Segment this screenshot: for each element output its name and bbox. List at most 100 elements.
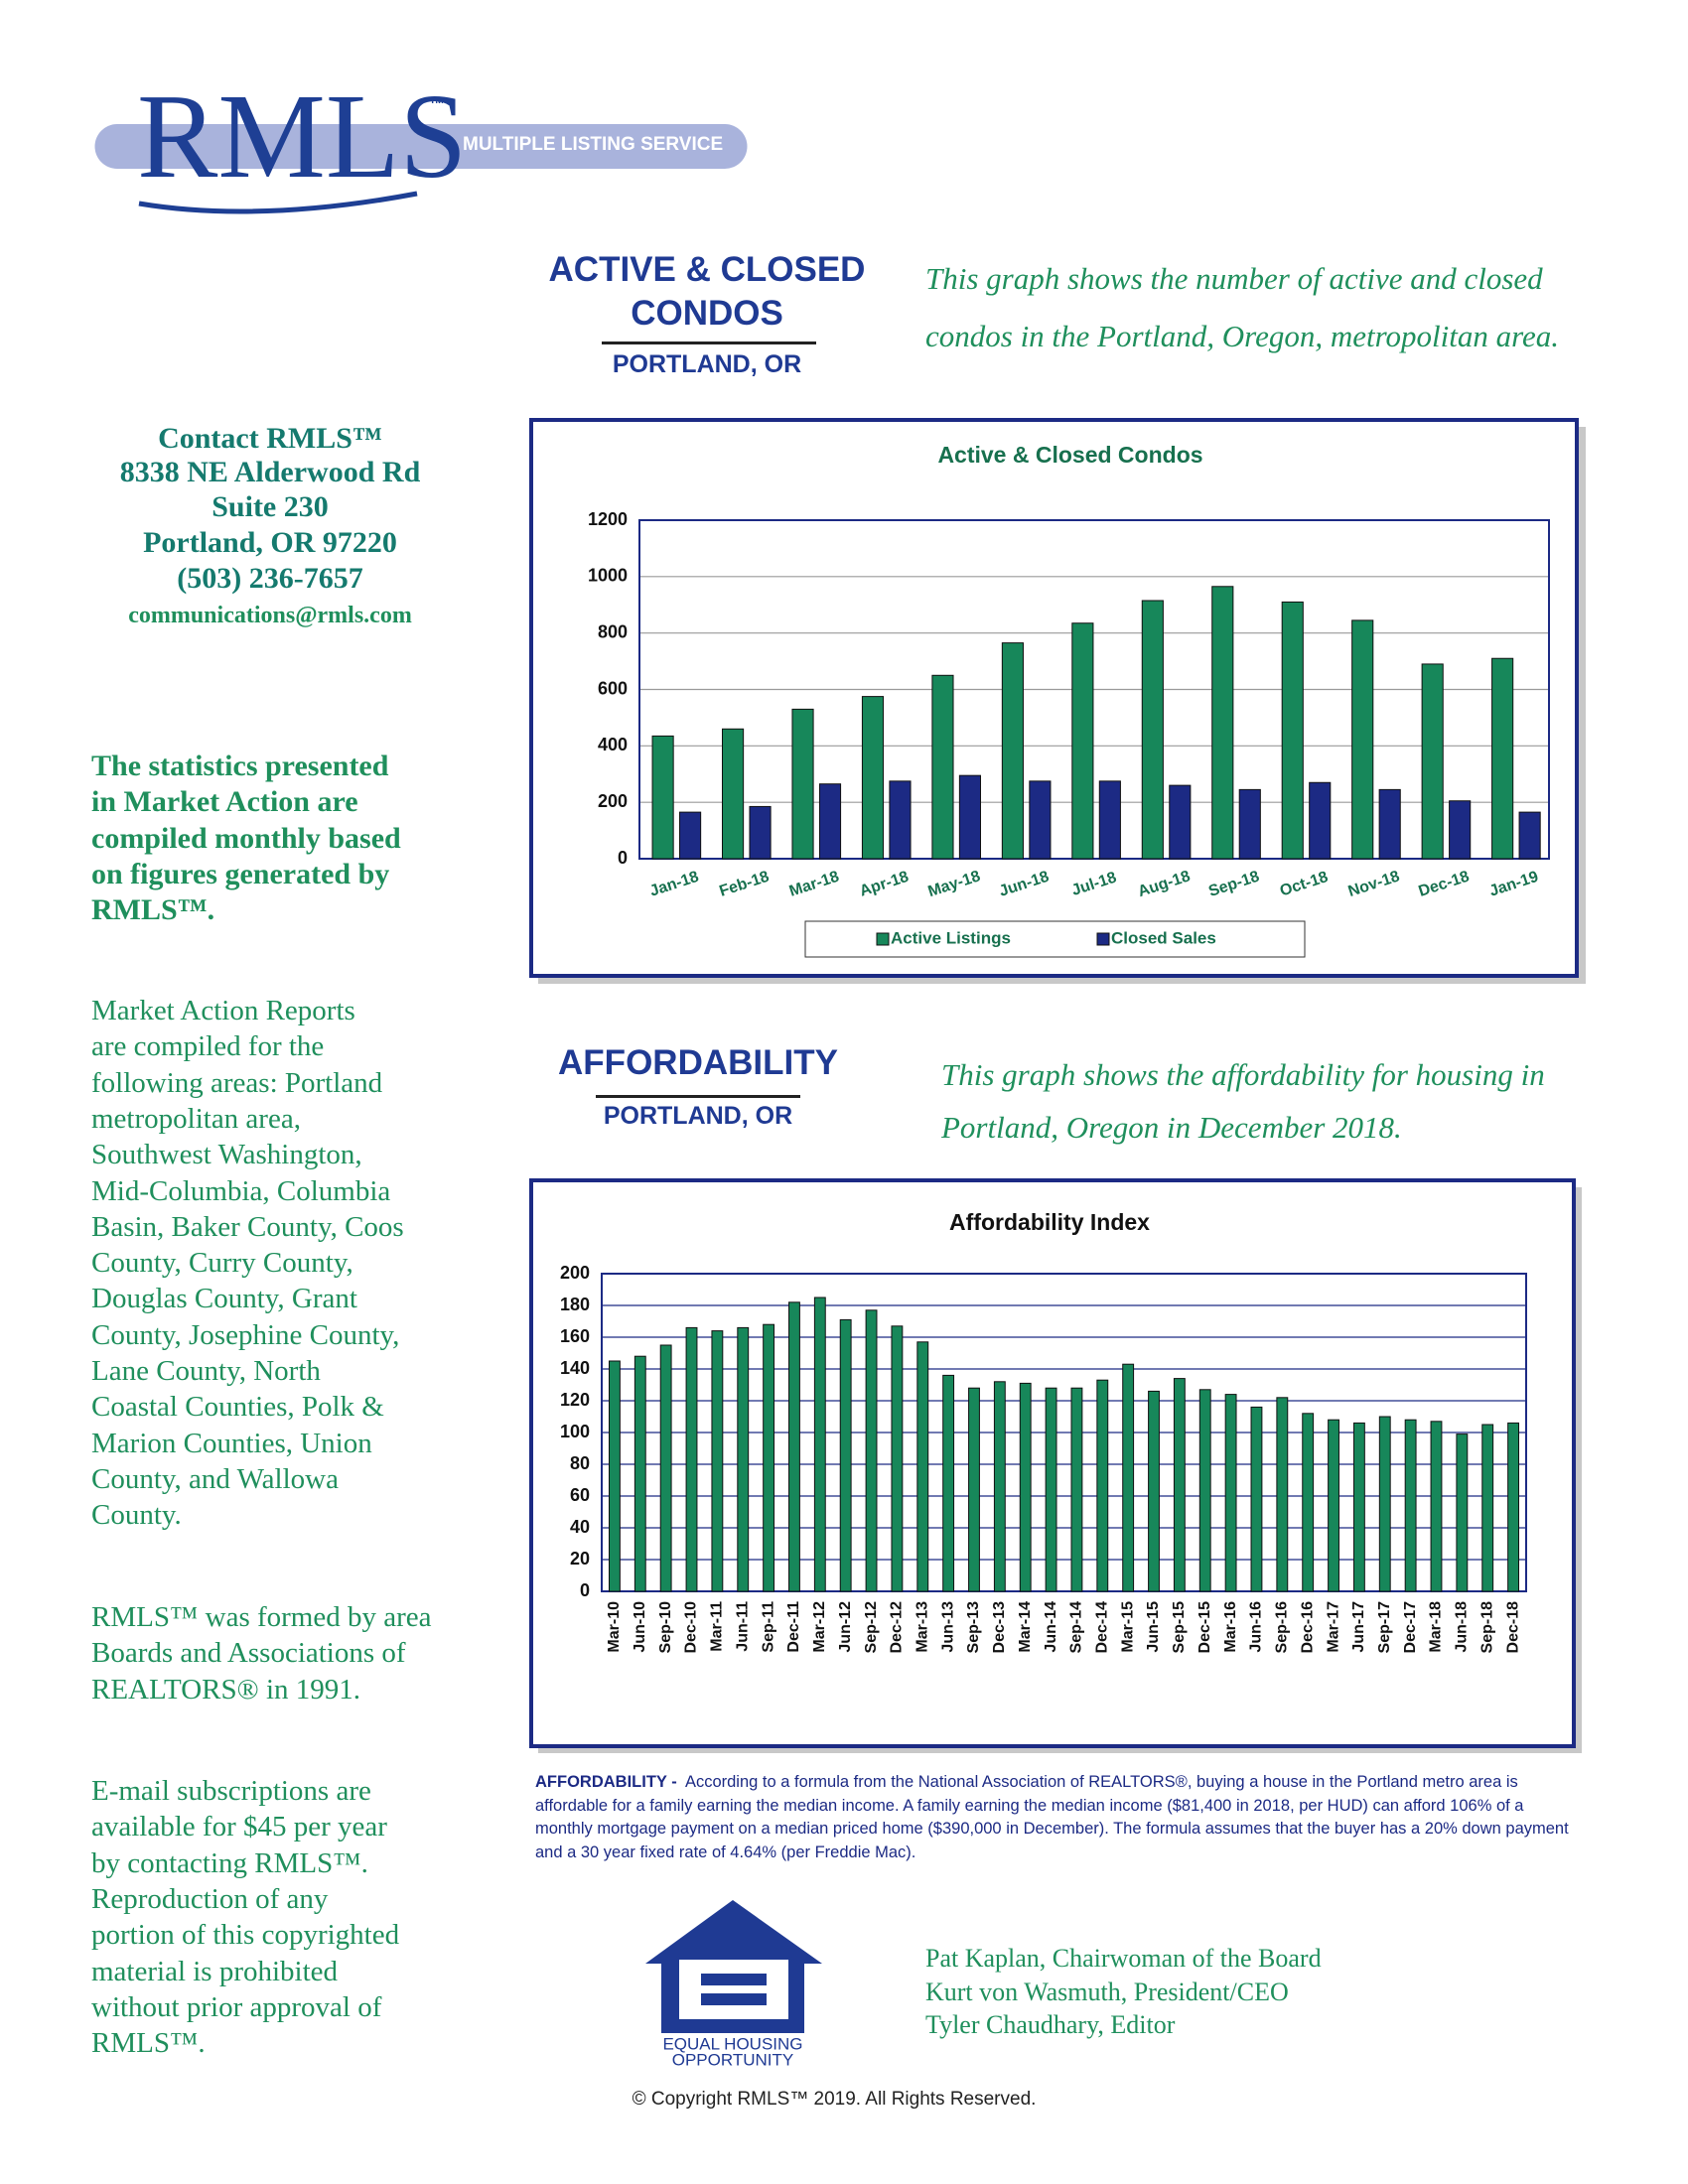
sidebar-line: RMLS™. [91,893,215,927]
equal-bar [701,1993,767,2005]
equal-bar [701,1974,767,1985]
bar [679,811,702,860]
y-tick-label: 100 [560,1422,590,1441]
y-tick-label: 0 [580,1580,590,1600]
chart-title: Active & Closed Condos [937,442,1202,468]
bar [1309,781,1332,860]
sidebar-line: portion of this copyrighted [91,1919,400,1952]
bar [721,728,745,860]
x-tick-label: Dec-18 [1504,1601,1521,1654]
section-title: ACTIVE & CLOSED CONDOS [508,248,906,336]
bar [1507,1422,1520,1592]
rule [602,341,816,344]
legend-swatch [876,932,890,946]
bar [1449,800,1472,860]
bar [791,708,814,860]
description-line: This graph shows the number of active an… [925,261,1543,296]
logo-band [94,124,748,169]
bar [1122,1363,1135,1592]
section-subtitle: PORTLAND, OR [612,350,802,378]
description-line: Portland, Oregon in December 2018. [941,1110,1402,1145]
rule [596,1095,800,1098]
x-tick-label: Mar-11 [709,1601,726,1652]
bar [942,1374,955,1592]
y-tick-label: 40 [570,1517,590,1537]
contact-email: communications@rmls.com [128,603,412,628]
bar [968,1387,980,1592]
bar [861,696,885,860]
sidebar-line: metropolitan area, [91,1102,301,1135]
x-tick-label: Sep-16 [1274,1601,1291,1654]
sidebar-line: compiled monthly based [91,821,401,855]
x-tick-label: Mar-13 [914,1601,930,1653]
bar [1328,1419,1339,1592]
x-tick-label: Sep-12 [863,1601,880,1654]
bar [1352,1422,1365,1592]
x-tick-label: Jun-13 [939,1601,956,1653]
bar [889,780,912,860]
y-tick-label: 20 [570,1549,590,1569]
sidebar-line: Reproduction of any [91,1882,329,1915]
sidebar-line: Boards and Associations of [91,1637,406,1670]
x-tick-label: Mar-10 [606,1601,623,1653]
bar [788,1301,800,1592]
y-tick-label: 400 [598,735,628,754]
bar [891,1325,904,1592]
x-tick-label: Mar-16 [1222,1601,1239,1653]
footnote: AFFORDABILITY - According to a formula f… [535,1771,1578,1864]
chart: Affordability Index 0 20 40 60 80 100 120 140 16… [529,1178,1582,1753]
logo-name: RMLS [137,69,467,204]
bar [651,735,674,860]
sidebar-line: Coastal Counties, Polk & [91,1391,384,1424]
contact-line: Contact RMLS™ [158,422,382,455]
logo-swash [138,191,418,214]
y-tick-label: 200 [598,791,628,811]
bar [608,1360,621,1592]
y-tick-label: 160 [560,1326,590,1346]
x-tick-label: Mar-15 [1119,1601,1136,1653]
contact-line: (503) 236-7657 [177,562,363,595]
bar [737,1326,750,1592]
sidebar-line: County, Curry County, [91,1247,353,1280]
legend-label: Closed Sales [1111,928,1216,947]
bar [1491,657,1514,860]
bar [1456,1433,1469,1592]
title-line: ACTIVE & CLOSED [548,250,866,289]
x-tick-label: Sep-11 [760,1601,776,1653]
legend-swatch [1096,932,1110,946]
bar [763,1323,775,1592]
bar [1019,1382,1032,1592]
sidebar-line: Mid-Columbia, Columbia [91,1174,391,1207]
y-tick-label: 800 [598,621,628,641]
bar [818,783,842,860]
x-tick-label: Mar-14 [1017,1601,1034,1653]
bar [1351,619,1374,860]
legend-label: Active Listings [891,928,1011,947]
x-tick-label: Sep-10 [657,1601,674,1654]
sidebar-line: material is prohibited [91,1955,339,1987]
bar [1071,622,1094,860]
y-tick-label: 0 [618,848,628,868]
x-tick-label: Jun-11 [734,1601,751,1652]
y-tick-label: 600 [598,678,628,698]
bar [1404,1419,1417,1592]
bar [1421,663,1444,860]
logo: RMLS ™ MULTIPLE LISTING SERVICE [94,69,748,214]
chart-frame [529,418,1579,978]
section-description: This graph shows the affordability for h… [941,1048,1545,1154]
bar [1250,1406,1263,1592]
y-tick-label: 180 [560,1295,590,1314]
description-line: This graph shows the affordability for h… [941,1057,1545,1092]
sidebar-line: Douglas County, Grant [91,1283,357,1315]
sidebar-line: in Market Action are [91,785,358,819]
title-line: AFFORDABILITY [558,1043,838,1082]
bar [1378,1416,1391,1592]
x-tick-label: Dec-17 [1402,1601,1419,1654]
bar [685,1326,698,1592]
x-tick-label: Jun-16 [1248,1601,1265,1653]
x-tick-label: Dec-10 [683,1601,700,1654]
copyright: © Copyright RMLS™ 2019. All Rights Reser… [632,2089,1037,2110]
contact-line: 8338 NE Alderwood Rd [119,456,421,488]
contact-line: Suite 230 [211,490,329,523]
